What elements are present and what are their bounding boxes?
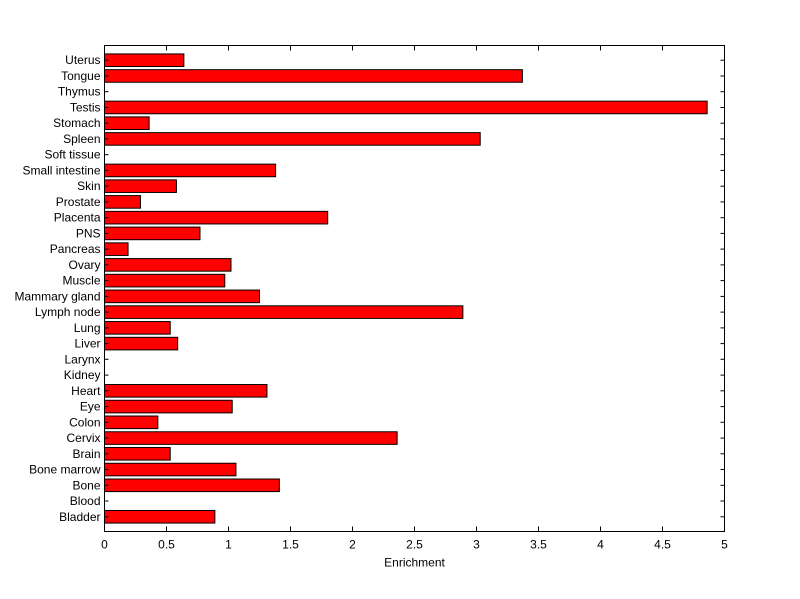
bar-cervix [104, 431, 398, 445]
y-tick-label: Placenta [54, 211, 101, 225]
y-tick-label: Lung [74, 321, 101, 335]
y-tick-label: Liver [74, 337, 100, 351]
y-tick-label: Muscle [62, 274, 100, 288]
x-tick-label: 3 [473, 538, 480, 552]
x-axis-title: Enrichment [384, 556, 445, 570]
y-tick-label: Tongue [61, 69, 101, 83]
y-tick-label: Soft tissue [44, 148, 100, 162]
bar-small-intestine [104, 163, 277, 178]
bar-muscle [104, 273, 226, 288]
bar-testis [104, 100, 708, 115]
y-tick-label: Larynx [64, 352, 100, 366]
bar-bone-marrow [104, 462, 237, 477]
bar-skin [104, 179, 177, 193]
bar-placenta [104, 210, 329, 225]
bar-brain [104, 447, 171, 461]
y-tick-label: Uterus [65, 53, 100, 67]
bar-pns [104, 226, 201, 241]
y-tick-label: PNS [76, 226, 101, 240]
x-tick-label: 2.5 [406, 538, 423, 552]
y-tick-label: Bone marrow [29, 463, 101, 477]
bar-liver [104, 336, 179, 351]
bar-colon [104, 415, 159, 430]
x-tick-label: 3.5 [530, 538, 547, 552]
y-tick-label: Lymph node [35, 305, 101, 319]
bar-eye [104, 399, 233, 414]
bar-prostate [104, 195, 141, 209]
bar-lung [104, 321, 171, 335]
x-tick-label: 0.5 [158, 538, 175, 552]
x-tick-label: 1.5 [282, 538, 299, 552]
bar-bladder [104, 509, 216, 524]
bar-lymph-node [104, 305, 464, 319]
x-tick-label: 0 [101, 538, 108, 552]
y-tick-label: Testis [70, 101, 101, 115]
bar-uterus [104, 53, 185, 68]
bar-heart [104, 384, 268, 398]
bar-tongue [104, 69, 523, 83]
x-tick-label: 5 [721, 538, 728, 552]
bar-ovary [104, 258, 232, 272]
plot-frame [104, 45, 725, 532]
y-tick-label: Heart [71, 384, 101, 398]
y-tick-label: Thymus [58, 85, 101, 99]
y-tick-label: Pancreas [50, 242, 101, 256]
y-tick-label: Brain [72, 447, 100, 461]
y-tick-label: Colon [69, 415, 100, 429]
y-tick-label: Small intestine [22, 163, 100, 177]
bars [104, 53, 708, 524]
y-tick-label: Bladder [59, 510, 100, 524]
y-tick-label: Ovary [68, 258, 100, 272]
bar-mammary-gland [104, 289, 260, 304]
y-tick-label: Blood [70, 494, 101, 508]
y-tick-label: Skin [77, 179, 100, 193]
bar-bone [104, 478, 280, 493]
y-tick-label: Kidney [64, 368, 101, 382]
y-tick-label: Stomach [53, 116, 100, 130]
x-tick-label: 2 [349, 538, 356, 552]
x-tick-label: 4.5 [654, 538, 671, 552]
x-tick-label: 1 [225, 538, 232, 552]
x-tick-label: 4 [597, 538, 604, 552]
x-axis: 0 0.5 1 1.5 2 2.5 3 3.5 4 4.5 5 [101, 45, 728, 552]
bar-stomach [104, 116, 150, 130]
y-tick-label: Mammary gland [14, 289, 100, 303]
y-tick-label: Prostate [56, 195, 101, 209]
y-tick-label: Eye [80, 400, 101, 414]
bar-spleen [104, 132, 481, 146]
y-tick-label: Bone [72, 478, 100, 492]
y-tick-label: Cervix [66, 431, 100, 445]
y-tick-label: Spleen [63, 132, 100, 146]
